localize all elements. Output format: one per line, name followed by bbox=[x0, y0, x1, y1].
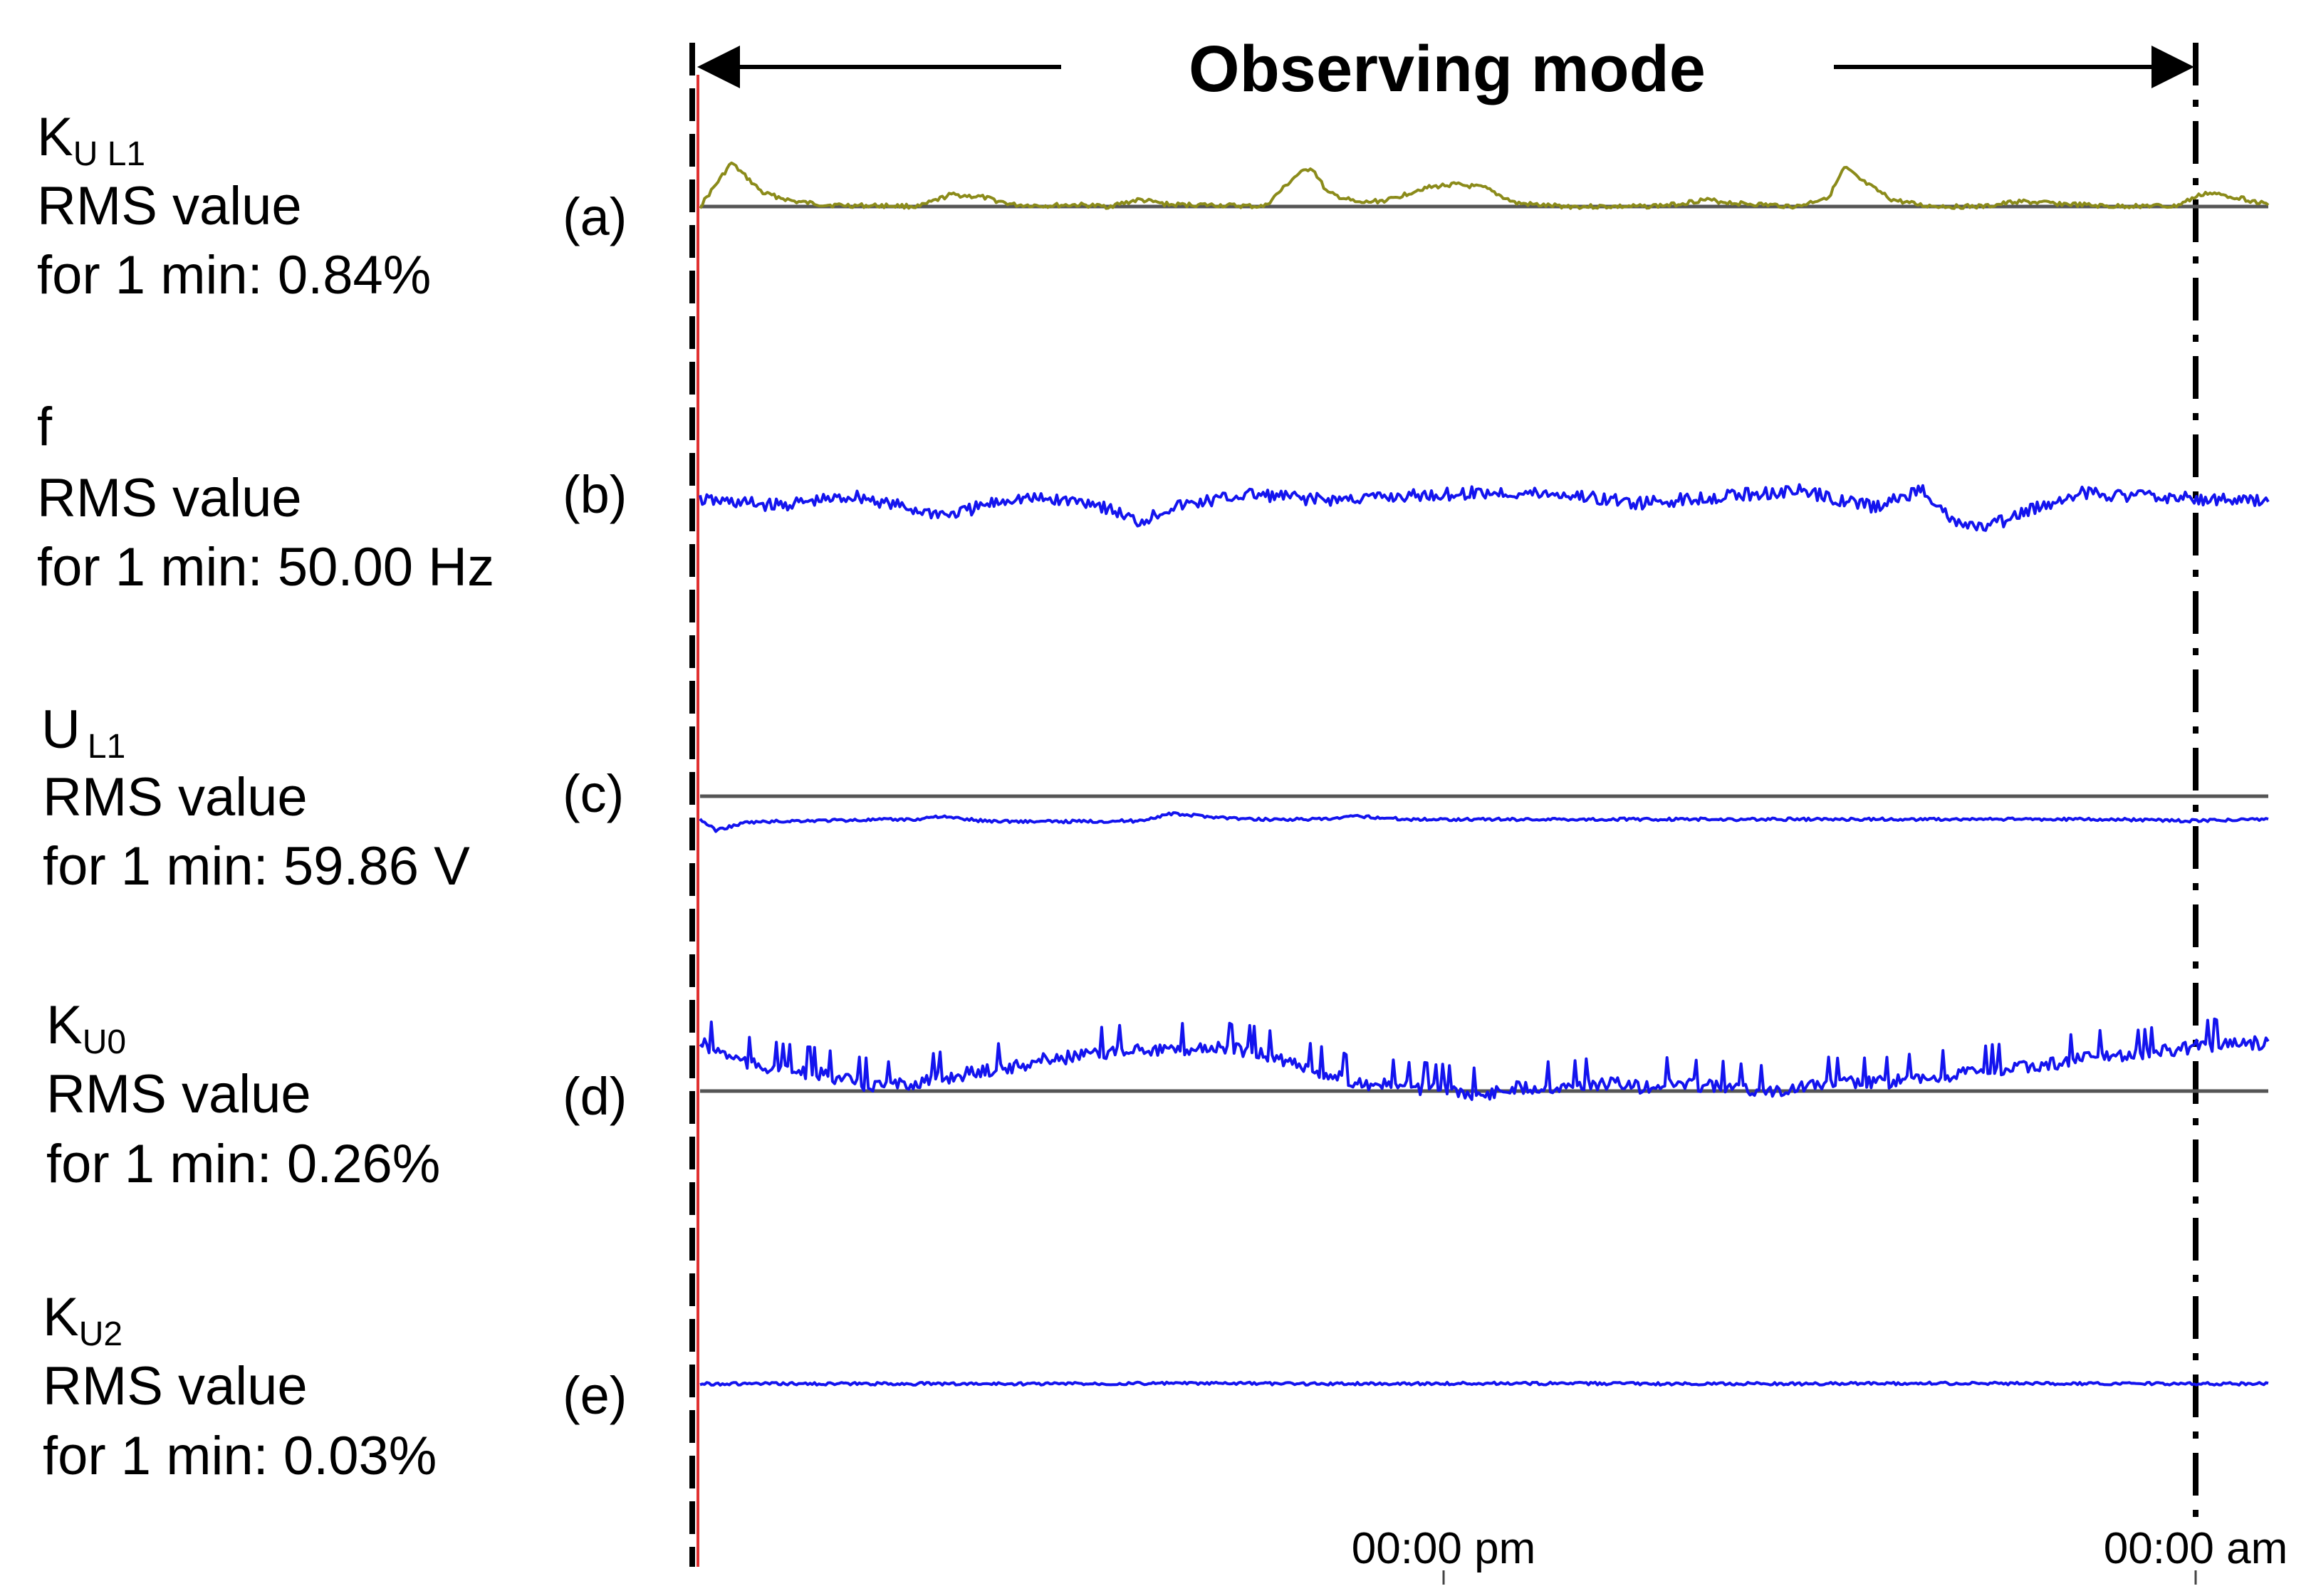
panel-a-symbol: KU L1 bbox=[37, 107, 145, 173]
panel-b: f RMS value for 1 min: 50.00 Hz (b) bbox=[37, 397, 627, 598]
panel-c-symbol: U L1 bbox=[41, 699, 125, 766]
panel-d-rms-value: for 1 min: 0.26% bbox=[46, 1134, 440, 1194]
panel-e-rms-value: for 1 min: 0.03% bbox=[43, 1426, 437, 1486]
panel-e: KU2 RMS value for 1 min: 0.03% (e) bbox=[43, 1287, 627, 1486]
panel-e-label: (e) bbox=[563, 1366, 627, 1425]
chart-title: Observing mode bbox=[1189, 33, 1706, 105]
series-line-a bbox=[699, 161, 2270, 210]
panel-a-label: (a) bbox=[563, 187, 627, 246]
panel-c: U L1 RMS value for 1 min: 59.86 V (c) bbox=[41, 699, 624, 897]
series-line-b bbox=[699, 483, 2270, 532]
series-line-d bbox=[699, 1017, 2270, 1101]
panel-e-symbol: KU2 bbox=[43, 1287, 122, 1353]
panel-b-rms-label: RMS value bbox=[37, 468, 302, 528]
time-tick-label: 00:00 pm bbox=[1352, 1524, 1536, 1573]
series-line-e bbox=[699, 1380, 2269, 1387]
panel-b-label: (b) bbox=[563, 465, 627, 524]
panel-c-rms-label: RMS value bbox=[43, 767, 308, 828]
panel-a: KU L1 RMS value for 1 min: 0.84% (a) bbox=[37, 107, 627, 306]
panel-e-rms-label: RMS value bbox=[43, 1356, 308, 1417]
time-tick-label: 00:00 am bbox=[2104, 1524, 2288, 1573]
series-line-c bbox=[699, 811, 2269, 833]
panel-b-rms-value: for 1 min: 50.00 Hz bbox=[37, 537, 494, 598]
panel-d-label: (d) bbox=[563, 1067, 627, 1126]
panel-c-rms-value: for 1 min: 59.86 V bbox=[43, 836, 470, 897]
panel-d-symbol: KU0 bbox=[46, 995, 126, 1061]
panel-a-rms-label: RMS value bbox=[37, 176, 302, 236]
panel-d-rms-label: RMS value bbox=[46, 1064, 311, 1125]
series-traces bbox=[699, 161, 2270, 1387]
panel-b-symbol: f bbox=[37, 397, 53, 457]
panel-d: KU0 RMS value for 1 min: 0.26% (d) bbox=[46, 995, 627, 1194]
panel-c-label: (c) bbox=[563, 764, 624, 823]
panel-a-rms-value: for 1 min: 0.84% bbox=[37, 245, 431, 306]
